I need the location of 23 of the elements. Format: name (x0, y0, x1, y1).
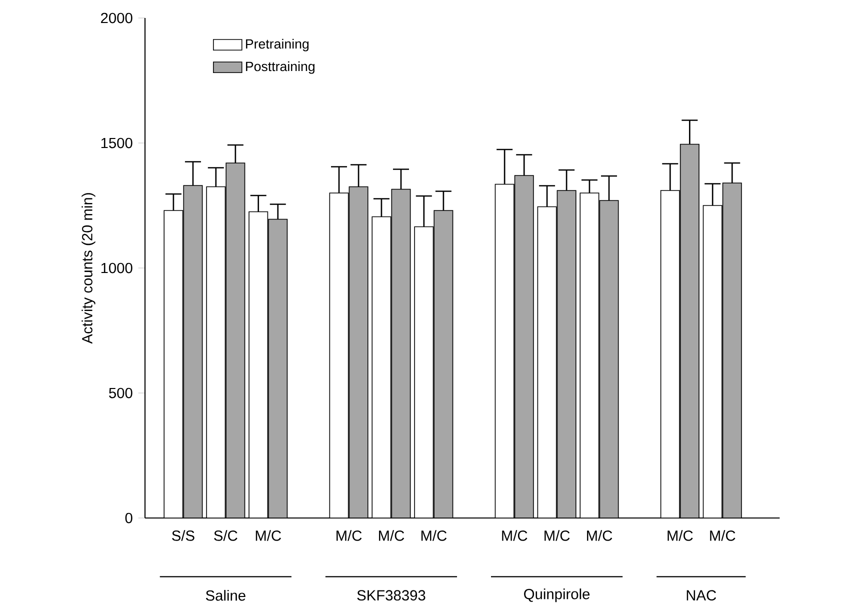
text: SKF38393 (357, 590, 426, 601)
x-tick-label: M/C (421, 530, 447, 541)
text: Quinpirole (524, 588, 590, 602)
x-tick-label: M/C (587, 530, 612, 541)
legend-label: Posttraining (246, 61, 314, 74)
x-tick-label: M/C (668, 530, 693, 541)
x-tick-label: M/C (544, 530, 570, 541)
x-tick-label: M/C (710, 530, 736, 541)
x-tick-label: M/C (256, 530, 282, 541)
x-tick-label: M/C (502, 530, 528, 541)
y-axis-title: Activity counts (20 min) (82, 193, 96, 344)
x-tick-label: M/C (336, 530, 362, 541)
x-tick-label: S/C (214, 530, 238, 541)
y-tick-label: 0 (125, 512, 132, 524)
text: NAC (686, 590, 716, 601)
x-tick-label: S/S (172, 530, 194, 541)
y-tick-label: 500 (109, 388, 132, 398)
y-tick-label: 2000 (101, 12, 132, 24)
x-tick-label: M/C (379, 530, 404, 541)
text: Saline (206, 590, 246, 601)
legend-label: Pretraining (246, 38, 309, 52)
y-tick-label: 1500 (101, 138, 132, 148)
y-tick-label: 1000 (101, 262, 132, 274)
